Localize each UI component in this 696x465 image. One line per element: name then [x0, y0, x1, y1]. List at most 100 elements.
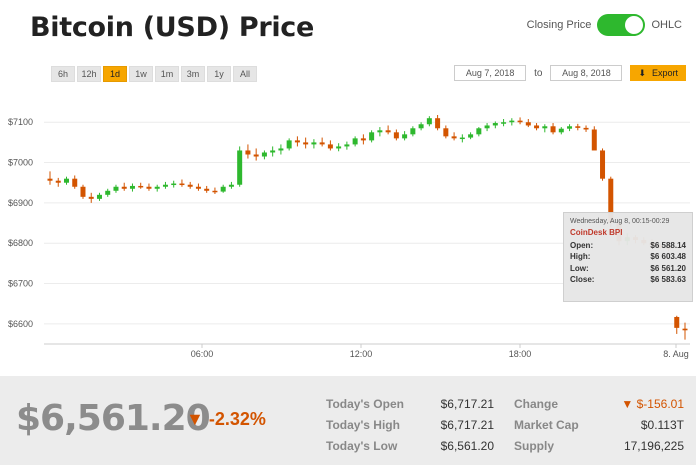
candle-body [121, 186, 127, 189]
candle-body [195, 186, 201, 189]
candle-body [237, 150, 243, 185]
candle-body [179, 183, 185, 186]
ohlc-label: OHLC [651, 19, 682, 31]
candle-body [63, 178, 69, 183]
candle-body [311, 142, 317, 145]
candle-body [377, 130, 383, 133]
tooltip-row-close: Close: $6 583.63 [570, 275, 686, 285]
candle-body [501, 122, 507, 124]
candle-body [674, 316, 680, 328]
candle-body [682, 328, 688, 331]
down-arrow-icon: ▼ [186, 409, 204, 429]
candle-body [575, 126, 581, 128]
candle-body [245, 150, 251, 155]
candle-body [72, 178, 78, 187]
date-from-input[interactable]: Aug 7, 2018 [454, 65, 527, 81]
price-mode-toggle-group: Closing Price OHLC [527, 14, 682, 36]
candle-body [608, 178, 614, 224]
range-6h-button[interactable]: 6h [51, 66, 75, 82]
candle-body [352, 138, 358, 145]
candle-body [550, 126, 556, 133]
candle-body [484, 125, 490, 129]
candle-body [204, 188, 210, 191]
x-tick-label: 8. Aug [663, 349, 689, 359]
y-tick-label: $6900 [8, 198, 33, 208]
ohlc-tooltip: Wednesday, Aug 8, 00:15-00:29 CoinDesk B… [563, 212, 693, 302]
candle-body [385, 130, 391, 133]
candle-body [187, 184, 193, 187]
price-chart[interactable]: $7100 $7000 $6900 $6800 $6700 $6600 06:00 12:00… [0, 88, 696, 372]
candle-body [402, 134, 408, 139]
candle-body [435, 118, 441, 129]
down-arrow-icon: ▼ [621, 397, 637, 411]
download-icon: ⬇ [638, 67, 646, 78]
candle-body [220, 186, 226, 192]
candle-body [171, 183, 177, 186]
range-1y-button[interactable]: 1y [207, 66, 231, 82]
range-12h-button[interactable]: 12h [77, 66, 101, 82]
range-all-button[interactable]: All [233, 66, 257, 82]
range-3m-button[interactable]: 3m [181, 66, 205, 82]
candle-body [154, 186, 160, 189]
candle-body [509, 120, 515, 123]
price-chart-svg: $7100 $7000 $6900 $6800 $6700 $6600 06:00 12:00… [8, 114, 690, 359]
export-button[interactable]: ⬇ Export [630, 65, 686, 81]
candle-body [270, 150, 276, 153]
range-1m-button[interactable]: 1m [155, 66, 179, 82]
candle-body [129, 185, 135, 189]
stat-row: Today's High $6,717.21 [326, 418, 494, 432]
candle-body [88, 196, 94, 199]
candle-body [336, 146, 342, 149]
tooltip-source: CoinDesk BPI [570, 228, 623, 237]
candle-body [393, 132, 399, 139]
closing-price-label: Closing Price [526, 19, 592, 31]
candle-body [476, 128, 482, 135]
date-to-input[interactable]: Aug 8, 2018 [550, 65, 623, 81]
candle-body [525, 122, 531, 126]
candle-body [360, 138, 366, 141]
price-mode-toggle[interactable] [597, 14, 646, 36]
stat-row: Today's Low $6,561.20 [326, 439, 494, 453]
y-tick-label: $6600 [8, 319, 33, 329]
candle-body [327, 144, 333, 149]
tooltip-row-open: Open: $6 588.14 [570, 241, 686, 250]
candle-body [369, 132, 375, 141]
candle-body [80, 186, 86, 197]
x-tick-label: 12:00 [350, 349, 373, 359]
candle-body [443, 128, 449, 137]
candle-body [542, 126, 548, 129]
candle-body [558, 128, 564, 133]
candle-body [534, 125, 540, 129]
candle-body [138, 185, 144, 188]
candle-body [261, 152, 267, 157]
stats-left: Today's Open $6,717.21 Today's High $6,717… [326, 394, 494, 457]
y-tick-label: $6800 [8, 238, 33, 248]
candle-body [278, 148, 284, 151]
candle-body [426, 118, 432, 125]
candle-body [55, 180, 61, 183]
change-percent-value: -2.32% [208, 409, 266, 429]
export-label: Export [651, 68, 678, 78]
candle-body [567, 126, 573, 129]
date-to-label: to [534, 67, 543, 79]
candle-body [294, 140, 300, 143]
candle-body [600, 150, 606, 179]
candle-body [162, 184, 168, 187]
candle-body [344, 144, 350, 147]
y-tick-label: $7100 [8, 117, 33, 127]
tooltip-row-high: High: $6 603.48 [570, 252, 686, 262]
toggle-knob [625, 16, 644, 34]
y-tick-label: $7000 [8, 158, 33, 168]
candle-body [228, 184, 234, 187]
range-1d-button[interactable]: 1d [103, 66, 127, 82]
range-1w-button[interactable]: 1w [129, 66, 153, 82]
tooltip-row-low: Low: $6 561.20 [570, 263, 686, 273]
candle-body [410, 128, 416, 135]
candle-body [583, 127, 589, 130]
y-tick-label: $6700 [8, 279, 33, 289]
candle-body [146, 186, 152, 189]
stat-row: Supply 17,196,225 [514, 439, 684, 453]
date-range: Aug 7, 2018 to Aug 8, 2018 ⬇ Export [454, 65, 686, 81]
change-percent: ▼ -2.32% [186, 409, 266, 430]
tooltip-time: Wednesday, Aug 8, 00:15-00:29 [570, 218, 670, 225]
